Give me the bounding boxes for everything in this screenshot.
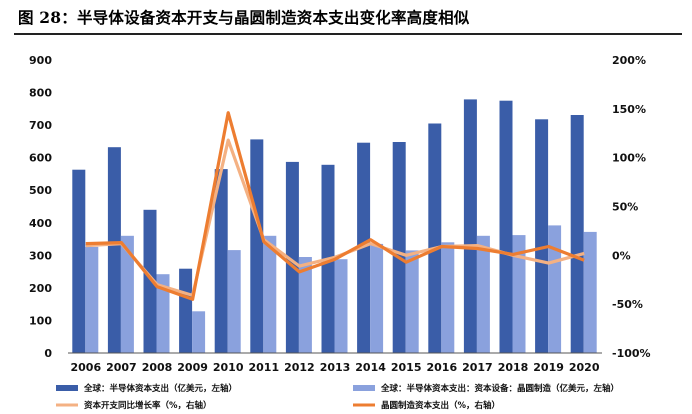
- x-tick-label-2017: 2017: [462, 361, 493, 374]
- y-left-tick-label: 0: [44, 347, 52, 360]
- bar-capex-2009: [179, 268, 193, 353]
- bar-wafer-equipment-2007: [120, 235, 134, 353]
- y-right-tick-label: -50%: [612, 298, 643, 311]
- bar-wafer-equipment-2009: [192, 311, 206, 353]
- y-left-tick-label: 900: [29, 54, 52, 67]
- bar-wafer-equipment-2020: [583, 231, 597, 353]
- bar-capex-2017: [463, 99, 477, 354]
- bar-wafer-equipment-2017: [476, 235, 490, 353]
- legend-label-3: 晶圆制造资本支出（%，右轴）: [381, 400, 500, 411]
- bar-capex-2006: [72, 169, 86, 353]
- bar-wafer-equipment-2008: [156, 274, 170, 353]
- x-tick-label-2016: 2016: [426, 361, 457, 374]
- bar-wafer-equipment-2010: [227, 250, 241, 353]
- bar-wafer-equipment-2012: [298, 257, 312, 353]
- bar-capex-2016: [428, 123, 442, 353]
- y-left-tick-label: 400: [29, 217, 52, 230]
- y-right-tick-label: 100%: [612, 152, 646, 165]
- x-tick-label-2008: 2008: [142, 361, 173, 374]
- y-left-tick-label: 200: [29, 282, 52, 295]
- y-left-tick-label: 300: [29, 249, 52, 262]
- bar-wafer-equipment-2015: [405, 250, 419, 353]
- x-tick-label-2006: 2006: [70, 361, 101, 374]
- bar-capex-2007: [107, 147, 121, 353]
- line-wafer-capex-change: [85, 111, 585, 301]
- bar-capex-2008: [143, 209, 157, 353]
- x-tick-label-2013: 2013: [320, 361, 351, 374]
- bar-capex-2010: [214, 169, 228, 353]
- bar-wafer-equipment-2018: [512, 235, 526, 353]
- bar-capex-2012: [285, 161, 299, 353]
- y-left-tick-label: 100: [29, 314, 52, 327]
- y-right-tick-label: 50%: [612, 201, 638, 214]
- y-right-tick-label: -100%: [612, 347, 651, 360]
- legend-label-2: 资本开支同比增长率（%，右轴）: [84, 400, 212, 411]
- y-left-tick-label: 500: [29, 184, 52, 197]
- title-rule: [14, 33, 682, 35]
- legend-swatch-0: [56, 385, 78, 391]
- x-tick-label-2019: 2019: [533, 361, 564, 374]
- x-tick-label-2012: 2012: [284, 361, 315, 374]
- x-tick-label-2009: 2009: [177, 361, 208, 374]
- x-tick-label-2018: 2018: [498, 361, 529, 374]
- bar-capex-2020: [570, 115, 584, 353]
- y-left-tick-label: 600: [29, 152, 52, 165]
- x-tick-label-2020: 2020: [569, 361, 600, 374]
- y-left-tick-label: 800: [29, 87, 52, 100]
- bar-wafer-equipment-2016: [441, 242, 455, 353]
- y-left-tick-label: 700: [29, 119, 52, 132]
- bar-wafer-equipment-2019: [548, 225, 562, 353]
- bar-wafer-equipment-2006: [85, 246, 99, 353]
- bar-capex-2019: [535, 119, 549, 353]
- chart-title: 图 28：半导体设备资本开支与晶圆制造资本支出变化率高度相似: [18, 8, 470, 27]
- y-right-tick-label: 200%: [612, 54, 646, 67]
- bar-wafer-equipment-2011: [263, 235, 277, 353]
- bar-capex-2015: [392, 142, 406, 353]
- x-tick-label-2011: 2011: [248, 361, 279, 374]
- x-tick-label-2007: 2007: [106, 361, 137, 374]
- legend-label-1: 全球：半导体资本支出：资本设备：晶圆制造（亿美元，左轴）: [380, 383, 619, 394]
- x-tick-label-2010: 2010: [213, 361, 244, 374]
- bar-capex-2018: [499, 100, 513, 353]
- legend-label-0: 全球：半导体资本支出（亿美元，左轴）: [83, 383, 237, 394]
- bar-wafer-equipment-2014: [370, 243, 384, 353]
- bar-capex-2011: [250, 139, 264, 353]
- y-right-tick-label: 0%: [612, 249, 631, 262]
- x-tick-label-2014: 2014: [355, 361, 386, 374]
- x-tick-label-2015: 2015: [391, 361, 422, 374]
- y-right-tick-label: 150%: [612, 103, 646, 116]
- legend-swatch-1: [353, 385, 375, 391]
- bar-wafer-equipment-2013: [334, 259, 348, 353]
